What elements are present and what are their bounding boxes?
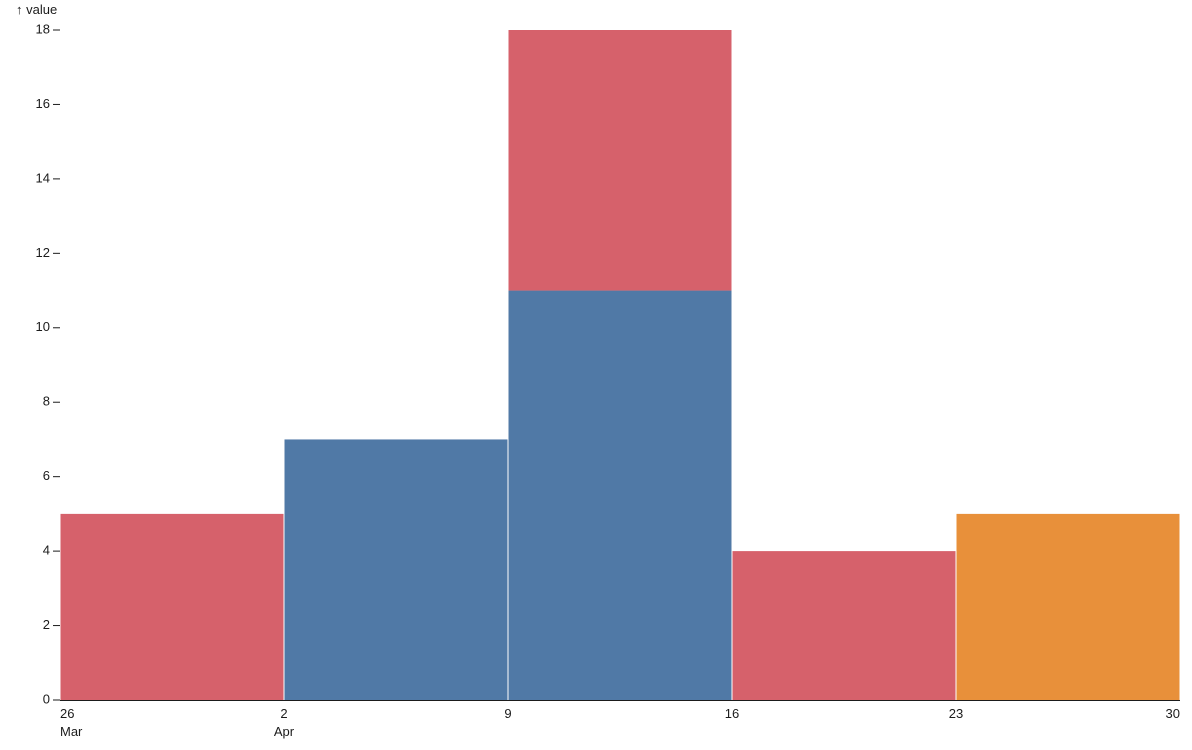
x-tick-day: 9 [504,706,511,721]
x-tick-day: 16 [725,706,739,721]
y-tick-label: 14 [36,170,50,185]
x-tick-day: 26 [60,706,74,721]
x-tick-day: 2 [280,706,287,721]
y-tick-label: 0 [43,691,50,706]
chart-container: 0 2 4 6 8 10 12 14 16 18 ↑ value 26 Mar 2 Apr 9 16 23 30 [0,0,1192,750]
x-tick-month: Mar [60,724,83,739]
x-tick-day: 23 [949,706,963,721]
bar-segment [509,30,732,291]
y-tick-label: 2 [43,617,50,632]
y-tick-label: 16 [36,96,50,111]
bar-segment [61,514,284,700]
y-tick-label: 6 [43,468,50,483]
y-tick-label: 10 [36,319,50,334]
x-tick-day: 30 [1166,706,1180,721]
bar-segment [285,439,508,700]
x-tick-month: Apr [274,724,295,739]
y-tick-label: 18 [36,21,50,36]
bar-segment [509,291,732,700]
y-axis-label: ↑ value [16,2,57,17]
stacked-bar-chart: 0 2 4 6 8 10 12 14 16 18 ↑ value 26 Mar 2 Apr 9 16 23 30 [0,0,1192,750]
y-tick-label: 4 [43,543,50,558]
bar-segment [957,514,1180,700]
y-tick-label: 12 [36,245,50,260]
y-tick-label: 8 [43,394,50,409]
bar-segment [733,551,956,700]
